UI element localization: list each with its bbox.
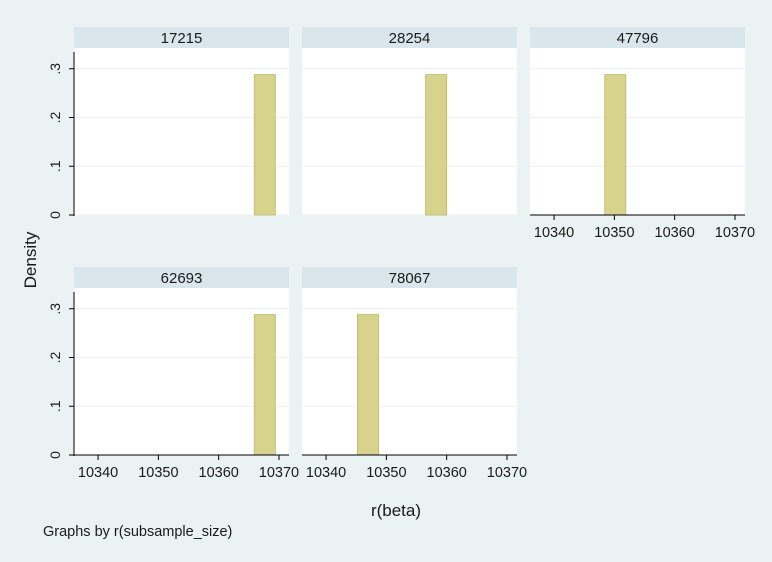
plot-area <box>74 48 289 215</box>
y-tick-label: 0 <box>47 211 63 219</box>
histogram-bar <box>253 74 276 216</box>
y-tick-label: .3 <box>47 303 63 315</box>
graphs-by-note: Graphs by r(subsample_size) <box>43 524 232 540</box>
histogram-bar <box>253 314 276 456</box>
y-tick-label: 0 <box>47 451 63 459</box>
facet-header <box>302 27 517 48</box>
y-axis-label: Density <box>21 231 40 288</box>
facet-title: 28254 <box>389 30 431 47</box>
facet-panel: 62693 0 .1 .2 .3 10340 10350 10360 10370 <box>47 267 299 481</box>
y-tick-label: .1 <box>47 400 63 412</box>
x-tick-label: 10350 <box>366 465 406 481</box>
plot-area <box>302 48 517 215</box>
x-tick-label: 10340 <box>534 225 574 241</box>
facet-title: 17215 <box>161 30 203 47</box>
y-tick-label: .2 <box>47 111 63 123</box>
facet-panel: 17215 0 .1 .2 .3 <box>47 27 289 219</box>
x-tick-label: 10360 <box>199 465 239 481</box>
x-axis-label: r(beta) <box>371 501 421 520</box>
facet-panel: 28254 <box>302 27 517 216</box>
x-tick-label: 10370 <box>487 465 527 481</box>
x-tick-label: 10360 <box>655 225 695 241</box>
y-tick-label: .2 <box>47 351 63 363</box>
x-tick-label: 10340 <box>78 465 118 481</box>
facet-panel: 78067 10340 10350 10360 10370 <box>302 267 527 481</box>
histogram-bar <box>357 314 379 456</box>
plot-area <box>530 48 745 215</box>
x-tick-label: 10340 <box>306 465 346 481</box>
facet-title: 47796 <box>617 30 659 47</box>
panel-grid: 17215 0 .1 .2 .3 28254 47796 10340 10350 10360 103… <box>47 27 755 481</box>
facet-header <box>302 267 517 288</box>
plot-area <box>74 288 289 455</box>
facet-header <box>74 27 289 48</box>
y-tick-label: .3 <box>47 63 63 75</box>
facet-panel: 47796 10340 10350 10360 10370 <box>530 27 755 241</box>
histogram-bar <box>604 74 627 216</box>
histogram-bar <box>425 74 448 216</box>
facet-header <box>530 27 745 48</box>
x-tick-label: 10350 <box>594 225 634 241</box>
facet-header <box>74 267 289 288</box>
facet-title: 78067 <box>389 270 431 287</box>
x-tick-label: 10350 <box>138 465 178 481</box>
y-tick-label: .1 <box>47 160 63 172</box>
x-tick-label: 10370 <box>259 465 299 481</box>
x-tick-label: 10360 <box>427 465 467 481</box>
facet-title: 62693 <box>161 270 203 287</box>
plot-area <box>302 288 517 455</box>
x-tick-label: 10370 <box>715 225 755 241</box>
